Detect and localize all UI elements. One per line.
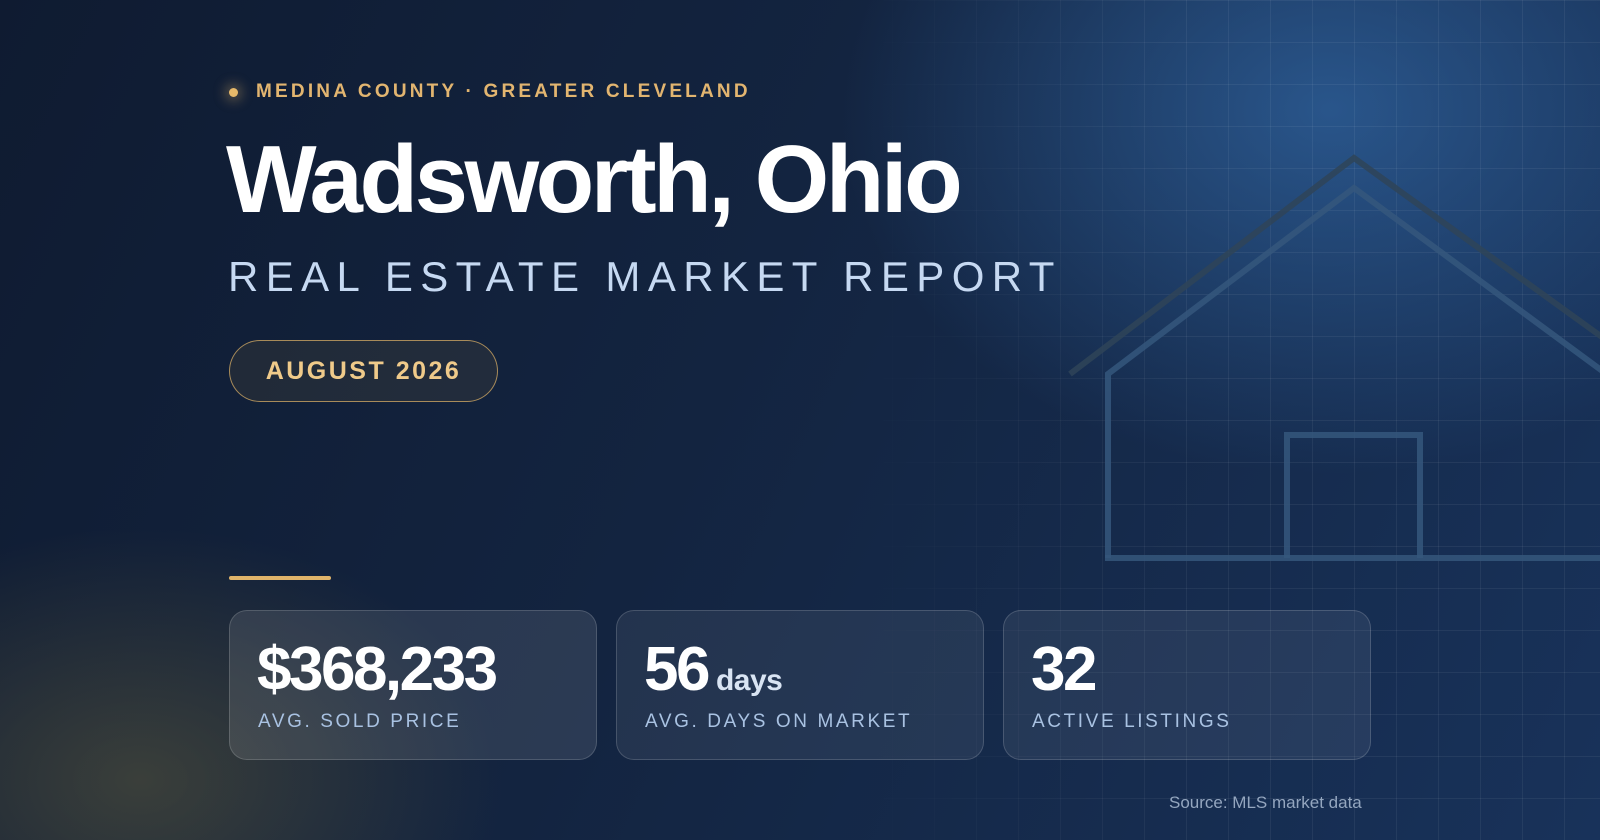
report-subtitle: REAL ESTATE MARKET REPORT <box>228 253 1062 300</box>
stat-value: 56 <box>644 635 710 704</box>
dot-icon <box>229 87 238 97</box>
stat-label: ACTIVE LISTINGS <box>1032 711 1232 732</box>
stat-value: $368,233 <box>257 635 498 704</box>
stat-card-avg-sold-price: $368,233 AVG. SOLD PRICE <box>229 610 597 760</box>
stat-label: AVG. DAYS ON MARKET <box>645 711 913 732</box>
location-eyebrow: MEDINA COUNTY · GREATER CLEVELAND <box>229 80 751 104</box>
report-period-label: AUGUST 2026 <box>265 356 462 385</box>
source-note: Source: MLS market data <box>1169 793 1362 812</box>
report-period-badge: AUGUST 2026 <box>229 340 498 402</box>
stat-value-wrapper: 56 days <box>644 639 783 701</box>
background-grid <box>850 0 1600 840</box>
stat-unit: days <box>715 664 783 697</box>
page-title: Wadsworth, Ohio <box>226 126 963 233</box>
stat-label: AVG. SOLD PRICE <box>258 711 462 732</box>
stat-card-avg-days-on-market: 56 days AVG. DAYS ON MARKET <box>616 610 984 760</box>
accent-divider <box>229 576 331 580</box>
stat-card-active-listings: 32 ACTIVE LISTINGS <box>1003 610 1371 760</box>
stat-value: 32 <box>1031 635 1097 704</box>
location-label: MEDINA COUNTY · GREATER CLEVELAND <box>256 81 751 102</box>
stat-value-wrapper: $368,233 <box>257 639 498 701</box>
stat-value-wrapper: 32 <box>1031 639 1097 701</box>
